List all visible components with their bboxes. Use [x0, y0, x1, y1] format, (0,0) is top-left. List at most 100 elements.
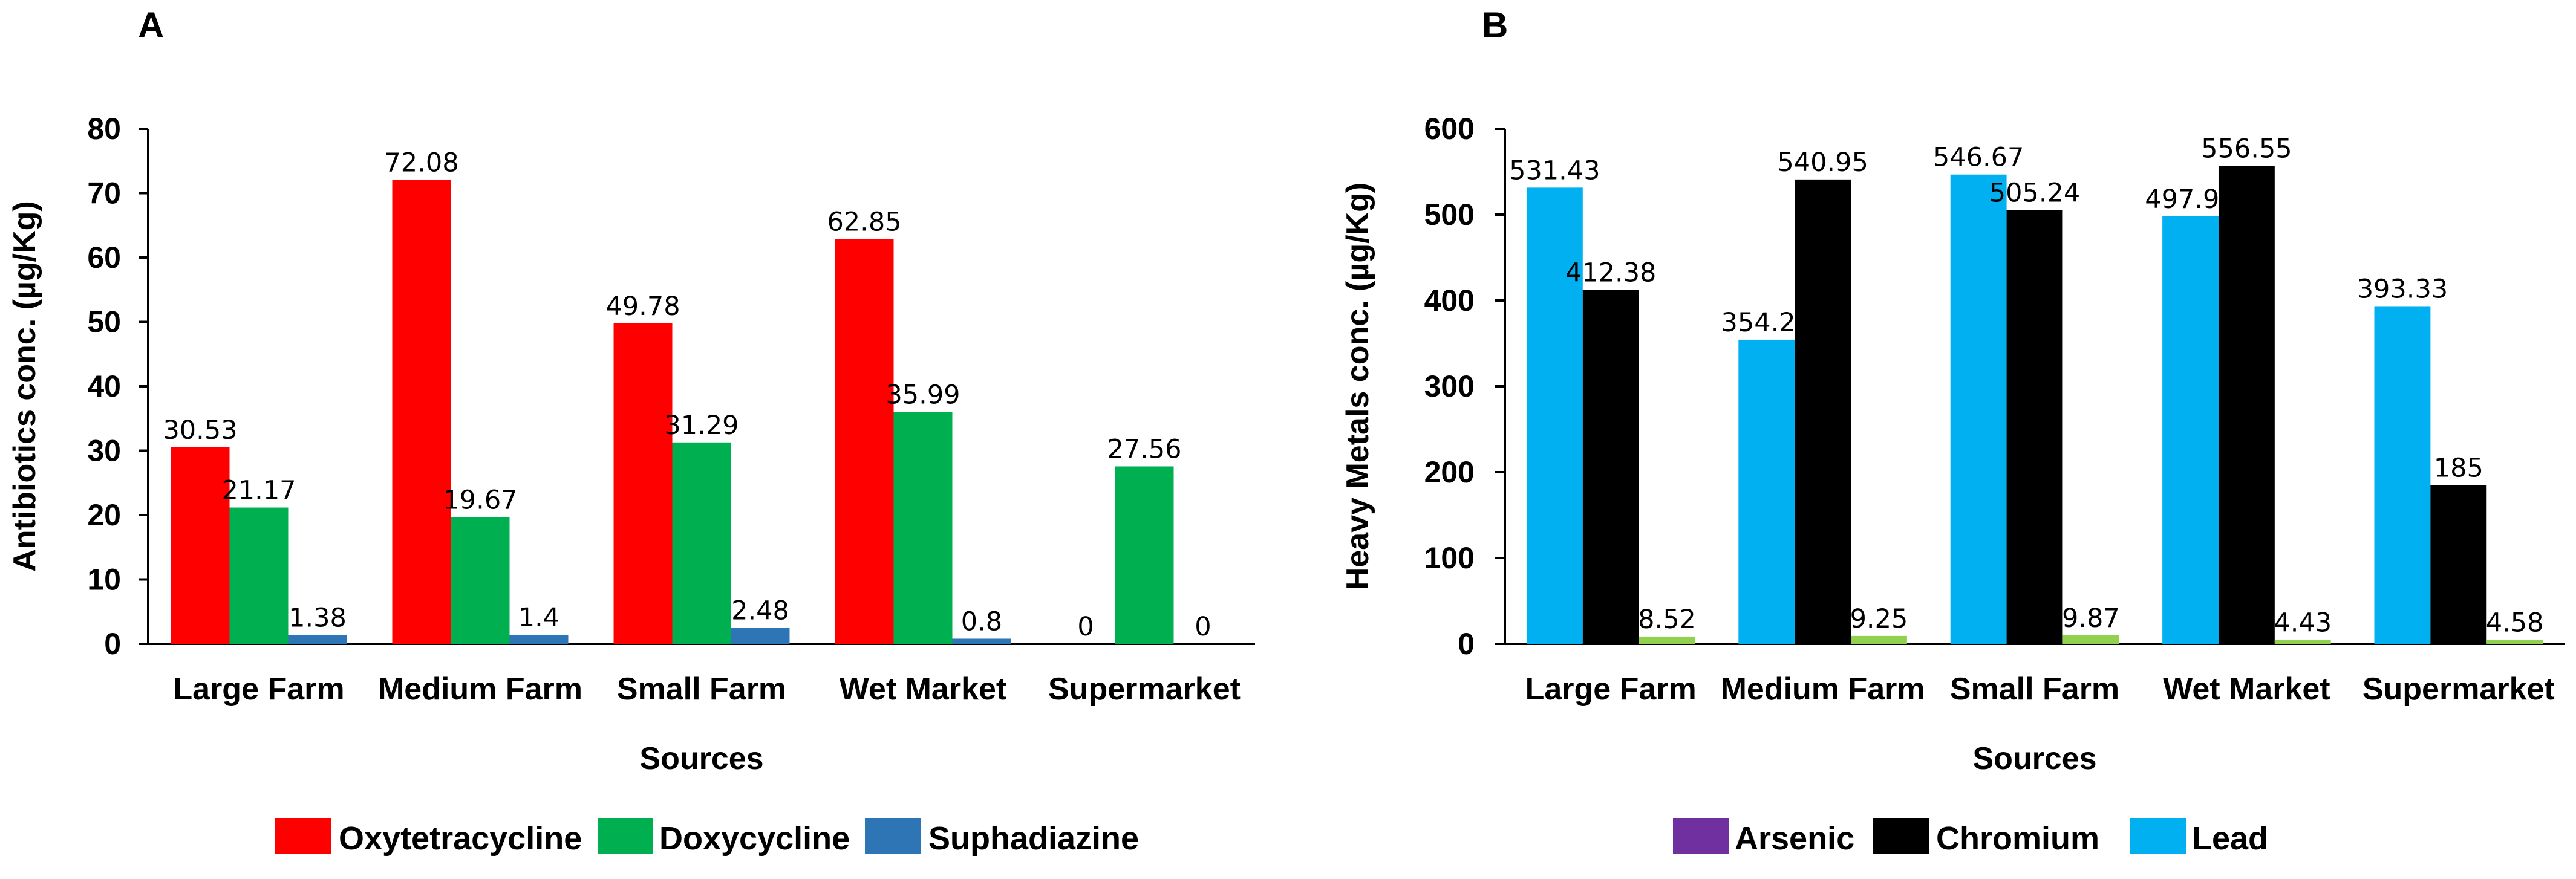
data-label-oxytetracycline-small-farm: 49.78 [605, 291, 680, 322]
bar-arsenic-medium-farm [1851, 635, 1907, 644]
data-label-doxycycline-supermarket: 27.56 [1107, 434, 1181, 464]
bar-lead-medium-farm [1738, 339, 1795, 644]
y-tick-label: 0 [1458, 627, 1475, 661]
x-axis-title: Sources [1972, 741, 2096, 776]
y-tick-label: 100 [1424, 541, 1475, 575]
y-tick-label: 70 [87, 177, 121, 210]
bar-lead-large-farm [1526, 187, 1583, 644]
y-tick-label: 400 [1424, 284, 1475, 317]
bar-chromium-large-farm [1582, 290, 1639, 644]
x-tick-label-medium-farm: Medium Farm [1721, 672, 1925, 707]
data-label-chromium-supermarket: 185 [2434, 453, 2483, 483]
data-label-arsenic-wet-market: 4.43 [2274, 608, 2332, 638]
data-label-arsenic-medium-farm: 9.25 [1850, 604, 1908, 634]
data-label-oxytetracycline-medium-farm: 72.08 [384, 148, 458, 178]
legend-swatch-chromium [1873, 818, 1929, 854]
bar-oxytetracycline-large-farm [171, 447, 230, 644]
panel-letter: A [138, 5, 164, 45]
chart-panel-b: B 0 100 200 300 400 500 600 Heavy Metals conc. (… [1340, 5, 2565, 857]
bar-arsenic-supermarket [2486, 640, 2543, 644]
bar-oxytetracycline-wet-market [835, 239, 894, 644]
x-tick-label-large-farm: Large Farm [1525, 672, 1697, 707]
legend-swatch-doxycycline [598, 818, 653, 854]
y-tick-label: 200 [1424, 455, 1475, 489]
y-tick-label: 50 [87, 305, 121, 339]
data-label-doxycycline-small-farm: 31.29 [664, 410, 739, 441]
y-tick-label: 40 [87, 369, 121, 403]
x-axis-title: Sources [639, 741, 763, 776]
x-tick-label-small-farm: Small Farm [617, 672, 786, 707]
bar-chromium-small-farm [2006, 210, 2063, 644]
y-tick-label: 600 [1424, 112, 1475, 146]
y-tick-label: 500 [1424, 198, 1475, 232]
legend-label-doxycycline: Doxycycline [659, 820, 850, 857]
data-label-chromium-medium-farm: 540.95 [1777, 148, 1868, 178]
legend-swatch-lead [2130, 818, 2186, 854]
bar-suphadiazine-wet-market [952, 638, 1011, 644]
bar-lead-supermarket [2374, 306, 2431, 644]
data-label-lead-supermarket: 393.33 [2357, 274, 2448, 304]
legend-label-arsenic: Arsenic [1735, 820, 1854, 857]
y-tick-label: 0 [104, 627, 121, 661]
y-tick-label: 60 [87, 241, 121, 274]
x-tick-label-wet-market: Wet Market [2163, 672, 2330, 707]
data-label-chromium-small-farm: 505.24 [1989, 178, 2080, 209]
bar-doxycycline-small-farm [672, 442, 731, 644]
data-label-oxytetracycline-large-farm: 30.53 [163, 415, 237, 446]
bar-chromium-wet-market [2218, 166, 2275, 644]
bar-doxycycline-supermarket [1115, 466, 1174, 644]
legend-label-oxytetracycline: Oxytetracycline [339, 820, 582, 857]
y-tick-label: 30 [87, 434, 121, 468]
bar-lead-wet-market [2162, 216, 2219, 644]
x-tick-label-medium-farm: Medium Farm [378, 672, 582, 707]
x-tick-label-large-farm: Large Farm [173, 672, 344, 707]
data-label-oxytetracycline-wet-market: 62.85 [827, 207, 901, 238]
legend-label-suphadiazine: Suphadiazine [928, 820, 1139, 857]
bar-arsenic-large-farm [1639, 636, 1695, 644]
legend-label-chromium: Chromium [1936, 820, 2099, 857]
data-label-doxycycline-medium-farm: 19.67 [443, 485, 517, 516]
data-label-arsenic-small-farm: 9.87 [2062, 603, 2120, 634]
y-tick-label: 10 [87, 563, 121, 597]
x-tick-label-supermarket: Supermarket [1048, 672, 1241, 707]
bar-chromium-medium-farm [1795, 179, 1851, 644]
x-tick-label-small-farm: Small Farm [1950, 672, 2119, 707]
y-tick-label: 80 [87, 112, 121, 146]
y-tick-label: 300 [1424, 369, 1475, 403]
panel-letter: B [1482, 5, 1508, 45]
data-label-doxycycline-large-farm: 21.17 [221, 476, 296, 506]
legend-swatch-suphadiazine [865, 818, 921, 854]
bar-chromium-supermarket [2430, 485, 2487, 644]
data-label-arsenic-supermarket: 4.58 [2486, 608, 2544, 638]
bar-lead-small-farm [1950, 174, 2007, 644]
chart-panel-a: A 0 10 20 30 40 50 60 70 80 Antibiotics conc. (µg/… [7, 5, 1255, 857]
data-label-suphadiazine-medium-farm: 1.4 [518, 603, 559, 633]
data-label-lead-small-farm: 546.67 [1933, 143, 2024, 173]
bar-doxycycline-large-farm [229, 507, 289, 644]
bar-suphadiazine-large-farm [288, 635, 347, 644]
legend-swatch-oxytetracycline [275, 818, 331, 854]
legend: Oxytetracycline Doxycycline Suphadiazine [275, 818, 1139, 857]
legend-label-lead: Lead [2192, 820, 2268, 857]
data-label-chromium-wet-market: 556.55 [2201, 134, 2292, 164]
bar-doxycycline-wet-market [893, 412, 953, 644]
data-label-oxytetracycline-supermarket: 0 [1077, 612, 1094, 642]
x-tick-label-wet-market: Wet Market [840, 672, 1006, 707]
data-label-chromium-large-farm: 412.38 [1565, 258, 1656, 288]
y-tick-label: 20 [87, 498, 121, 532]
data-label-lead-large-farm: 531.43 [1509, 155, 1600, 186]
bar-oxytetracycline-medium-farm [392, 180, 451, 644]
bar-arsenic-small-farm [2062, 635, 2119, 644]
y-axis-title: Heavy Metals conc. (µg/Kg) [1340, 183, 1375, 590]
legend: Arsenic Chromium Lead [1673, 818, 2268, 857]
data-label-suphadiazine-wet-market: 0.8 [961, 606, 1002, 637]
bar-arsenic-wet-market [2274, 640, 2331, 644]
bar-suphadiazine-medium-farm [509, 635, 569, 644]
data-label-suphadiazine-large-farm: 1.38 [289, 603, 347, 633]
bar-oxytetracycline-small-farm [613, 323, 673, 644]
legend-swatch-arsenic [1673, 818, 1729, 854]
data-label-suphadiazine-supermarket: 0 [1195, 612, 1211, 642]
y-axis-title: Antibiotics conc. (µg/Kg) [7, 201, 42, 572]
x-tick-label-supermarket: Supermarket [2362, 672, 2555, 707]
